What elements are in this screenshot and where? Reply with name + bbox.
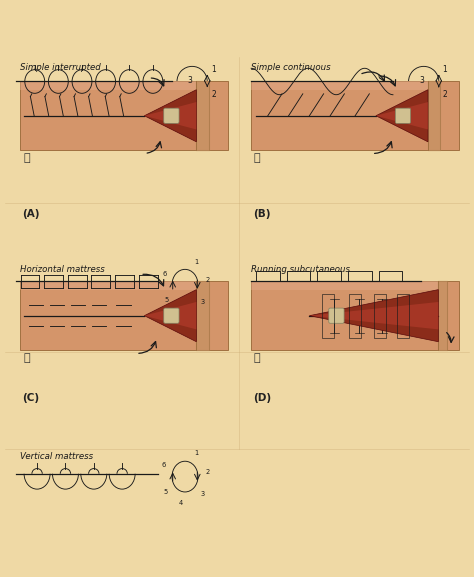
FancyBboxPatch shape: [329, 308, 344, 323]
Text: Ⓒ: Ⓒ: [23, 353, 30, 364]
Text: Vertical mattress: Vertical mattress: [19, 452, 93, 460]
Polygon shape: [145, 290, 196, 342]
Text: 1: 1: [194, 259, 199, 265]
Text: (B): (B): [254, 209, 271, 219]
Bar: [322, 294, 334, 338]
Text: 3: 3: [201, 491, 205, 497]
Text: Running subcutaneous: Running subcutaneous: [251, 265, 350, 274]
Polygon shape: [376, 89, 428, 142]
Text: 3: 3: [201, 299, 204, 305]
FancyBboxPatch shape: [251, 282, 438, 290]
FancyBboxPatch shape: [19, 282, 196, 290]
FancyBboxPatch shape: [164, 308, 179, 323]
FancyBboxPatch shape: [164, 108, 179, 123]
Text: 6: 6: [162, 271, 166, 276]
Text: 2: 2: [443, 90, 447, 99]
Text: Ⓑ: Ⓑ: [254, 153, 260, 163]
Text: (A): (A): [22, 209, 39, 219]
Text: 2: 2: [206, 469, 210, 475]
Text: 3: 3: [419, 76, 424, 85]
Polygon shape: [310, 302, 438, 329]
Bar: [349, 294, 361, 338]
Text: (D): (D): [254, 394, 272, 403]
FancyBboxPatch shape: [19, 282, 228, 350]
Text: Simple continuous: Simple continuous: [251, 62, 331, 72]
Text: 1: 1: [194, 450, 199, 456]
Text: Simple interrupted: Simple interrupted: [19, 62, 100, 72]
Text: 5: 5: [164, 297, 169, 303]
Text: 1: 1: [211, 65, 216, 74]
Text: 2: 2: [211, 90, 216, 99]
Polygon shape: [310, 290, 438, 342]
FancyBboxPatch shape: [395, 108, 410, 123]
Bar: [397, 294, 409, 338]
FancyBboxPatch shape: [19, 81, 228, 150]
FancyBboxPatch shape: [251, 282, 459, 350]
Text: Horizontal mattress: Horizontal mattress: [19, 265, 104, 274]
Text: 4: 4: [179, 308, 183, 314]
Text: 4: 4: [179, 500, 183, 506]
Text: Ⓐ: Ⓐ: [23, 153, 30, 163]
Text: 3: 3: [187, 76, 192, 85]
Polygon shape: [145, 102, 196, 129]
FancyBboxPatch shape: [251, 81, 428, 89]
Text: 6: 6: [162, 462, 166, 468]
Polygon shape: [145, 89, 196, 142]
Text: 2: 2: [205, 277, 210, 283]
FancyBboxPatch shape: [251, 81, 459, 150]
Polygon shape: [376, 102, 428, 129]
Text: Ⓓ: Ⓓ: [254, 353, 260, 364]
Text: 1: 1: [443, 65, 447, 74]
Text: 5: 5: [164, 489, 168, 495]
Polygon shape: [145, 302, 196, 329]
Bar: [374, 294, 386, 338]
Text: (C): (C): [22, 394, 39, 403]
FancyBboxPatch shape: [19, 81, 196, 89]
